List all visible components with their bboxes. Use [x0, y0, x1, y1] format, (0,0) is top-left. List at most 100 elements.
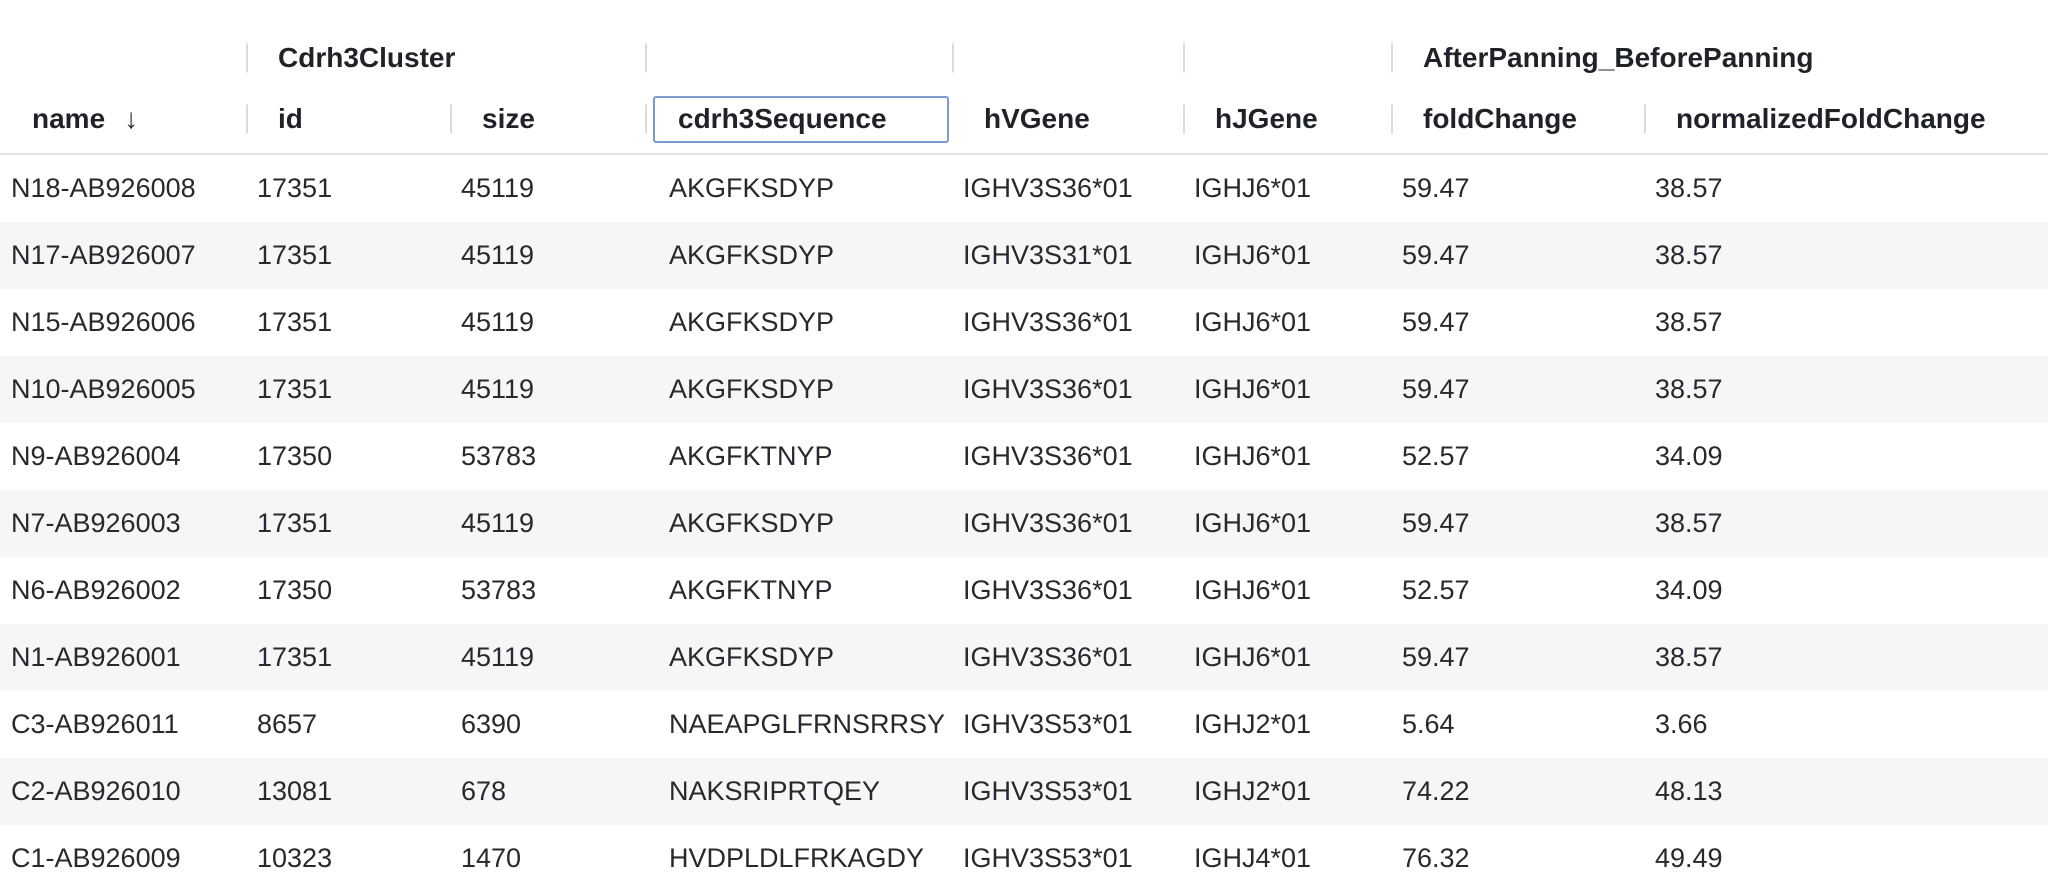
cell-cdrh3sequence[interactable]: HVDPLDLFRKAGDY [669, 843, 925, 873]
cell-cdrh3sequence[interactable]: NAKSRIPRTQEY [669, 776, 881, 806]
cell-hjgene[interactable]: IGHJ6*01 [1194, 642, 1312, 672]
column-header-normalizedfoldchange[interactable]: normalizedFoldChange [1644, 85, 2048, 153]
cell-hvgene[interactable]: IGHV3S36*01 [963, 508, 1133, 538]
cell-cdrh3sequence[interactable]: AKGFKTNYP [669, 441, 833, 471]
cell-name[interactable]: N1-AB926001 [11, 642, 181, 672]
cell-foldchange[interactable]: 59.47 [1402, 307, 1470, 337]
column-header-foldchange[interactable]: foldChange [1391, 85, 1644, 153]
column-header-size[interactable]: size [450, 85, 645, 153]
cell-cdrh3sequence[interactable]: AKGFKTNYP [669, 575, 833, 605]
cell-cdrh3sequence[interactable]: AKGFKSDYP [669, 240, 835, 270]
cell-normalizedfoldchange[interactable]: 38.57 [1655, 508, 1723, 538]
cell-size[interactable]: 45119 [461, 374, 535, 404]
cell-foldchange[interactable]: 5.64 [1402, 709, 1455, 739]
cell-size[interactable]: 1470 [461, 843, 522, 873]
cell-hvgene[interactable]: IGHV3S36*01 [963, 575, 1133, 605]
column-group-cdrh3cluster: Cdrh3Cluster [246, 30, 645, 85]
column-group-empty-hvgene [952, 30, 1183, 85]
cell-normalizedfoldchange[interactable]: 38.57 [1655, 374, 1723, 404]
cell-size[interactable]: 45119 [461, 508, 535, 538]
cell-normalizedfoldchange[interactable]: 38.57 [1655, 240, 1723, 270]
cell-id[interactable]: 17351 [257, 374, 333, 404]
cell-normalizedfoldchange[interactable]: 38.57 [1655, 173, 1723, 203]
cell-id[interactable]: 17351 [257, 240, 333, 270]
cell-name[interactable]: C3-AB926011 [11, 709, 179, 739]
cell-id[interactable]: 17351 [257, 307, 333, 337]
cell-cdrh3sequence[interactable]: AKGFKSDYP [669, 642, 835, 672]
cell-hjgene[interactable]: IGHJ2*01 [1194, 709, 1312, 739]
cell-hvgene[interactable]: IGHV3S36*01 [963, 642, 1133, 672]
cell-size[interactable]: 53783 [461, 575, 537, 605]
cell-hjgene[interactable]: IGHJ6*01 [1194, 508, 1312, 538]
cell-name[interactable]: N17-AB926007 [11, 240, 196, 270]
column-header-label: id [278, 103, 303, 134]
cell-hvgene[interactable]: IGHV3S53*01 [963, 776, 1133, 806]
cell-name[interactable]: C2-AB926010 [11, 776, 181, 806]
cell-foldchange[interactable]: 59.47 [1402, 240, 1470, 270]
cell-name[interactable]: N6-AB926002 [11, 575, 181, 605]
cell-hvgene[interactable]: IGHV3S36*01 [963, 374, 1133, 404]
cell-id[interactable]: 13081 [257, 776, 333, 806]
cell-size[interactable]: 678 [461, 776, 507, 806]
cell-normalizedfoldchange[interactable]: 48.13 [1655, 776, 1723, 806]
cell-hjgene[interactable]: IGHJ6*01 [1194, 575, 1312, 605]
cell-name[interactable]: N7-AB926003 [11, 508, 181, 538]
cell-name[interactable]: N9-AB926004 [11, 441, 181, 471]
cell-foldchange[interactable]: 76.32 [1402, 843, 1470, 873]
cell-name[interactable]: N10-AB926005 [11, 374, 196, 404]
column-header-id[interactable]: id [246, 85, 450, 153]
cell-hvgene[interactable]: IGHV3S53*01 [963, 709, 1133, 739]
cell-name[interactable]: N18-AB926008 [11, 173, 196, 203]
cell-foldchange[interactable]: 74.22 [1402, 776, 1470, 806]
cell-hvgene[interactable]: IGHV3S53*01 [963, 843, 1133, 873]
cell-hvgene[interactable]: IGHV3S31*01 [963, 240, 1133, 270]
cell-id[interactable]: 17351 [257, 642, 333, 672]
cell-id[interactable]: 17351 [257, 173, 333, 203]
cell-foldchange[interactable]: 59.47 [1402, 173, 1470, 203]
cell-hjgene[interactable]: IGHJ6*01 [1194, 374, 1312, 404]
cell-size[interactable]: 45119 [461, 240, 535, 270]
cell-cdrh3sequence[interactable]: AKGFKSDYP [669, 307, 835, 337]
cell-foldchange[interactable]: 52.57 [1402, 575, 1470, 605]
cell-cdrh3sequence[interactable]: AKGFKSDYP [669, 508, 835, 538]
cell-size[interactable]: 53783 [461, 441, 537, 471]
cell-hvgene[interactable]: IGHV3S36*01 [963, 173, 1133, 203]
cell-hvgene[interactable]: IGHV3S36*01 [963, 441, 1133, 471]
table-row: C1-AB926009 10323 1470 HVDPLDLFRKAGDY IG… [0, 825, 2048, 892]
cell-id[interactable]: 17350 [257, 441, 333, 471]
cell-id[interactable]: 17351 [257, 508, 333, 538]
column-header-hjgene[interactable]: hJGene [1183, 85, 1391, 153]
cell-id[interactable]: 17350 [257, 575, 333, 605]
cell-hjgene[interactable]: IGHJ4*01 [1194, 843, 1312, 873]
cell-hjgene[interactable]: IGHJ2*01 [1194, 776, 1312, 806]
column-header-hvgene[interactable]: hVGene [952, 85, 1183, 153]
cell-hjgene[interactable]: IGHJ6*01 [1194, 307, 1312, 337]
cell-foldchange[interactable]: 59.47 [1402, 642, 1470, 672]
cell-foldchange[interactable]: 59.47 [1402, 374, 1470, 404]
cell-normalizedfoldchange[interactable]: 34.09 [1655, 441, 1723, 471]
cell-id[interactable]: 10323 [257, 843, 333, 873]
cell-size[interactable]: 45119 [461, 173, 535, 203]
cell-cdrh3sequence[interactable]: NAEAPGLFRNSRRSY [669, 709, 946, 739]
cell-normalizedfoldchange[interactable]: 34.09 [1655, 575, 1723, 605]
cell-hjgene[interactable]: IGHJ6*01 [1194, 441, 1312, 471]
cell-foldchange[interactable]: 59.47 [1402, 508, 1470, 538]
cell-size[interactable]: 6390 [461, 709, 522, 739]
cell-name[interactable]: N15-AB926006 [11, 307, 196, 337]
column-header-cdrh3sequence[interactable]: cdrh3Sequence [645, 85, 952, 153]
cell-normalizedfoldchange[interactable]: 3.66 [1655, 709, 1708, 739]
cell-normalizedfoldchange[interactable]: 49.49 [1655, 843, 1723, 873]
cell-cdrh3sequence[interactable]: AKGFKSDYP [669, 173, 835, 203]
cell-name[interactable]: C1-AB926009 [11, 843, 181, 873]
cell-foldchange[interactable]: 52.57 [1402, 441, 1470, 471]
cell-normalizedfoldchange[interactable]: 38.57 [1655, 307, 1723, 337]
column-header-name[interactable]: name ↓ [0, 85, 246, 153]
cell-hjgene[interactable]: IGHJ6*01 [1194, 240, 1312, 270]
cell-normalizedfoldchange[interactable]: 38.57 [1655, 642, 1723, 672]
cell-hjgene[interactable]: IGHJ6*01 [1194, 173, 1312, 203]
cell-hvgene[interactable]: IGHV3S36*01 [963, 307, 1133, 337]
cell-cdrh3sequence[interactable]: AKGFKSDYP [669, 374, 835, 404]
cell-size[interactable]: 45119 [461, 642, 535, 672]
cell-size[interactable]: 45119 [461, 307, 535, 337]
cell-id[interactable]: 8657 [257, 709, 318, 739]
